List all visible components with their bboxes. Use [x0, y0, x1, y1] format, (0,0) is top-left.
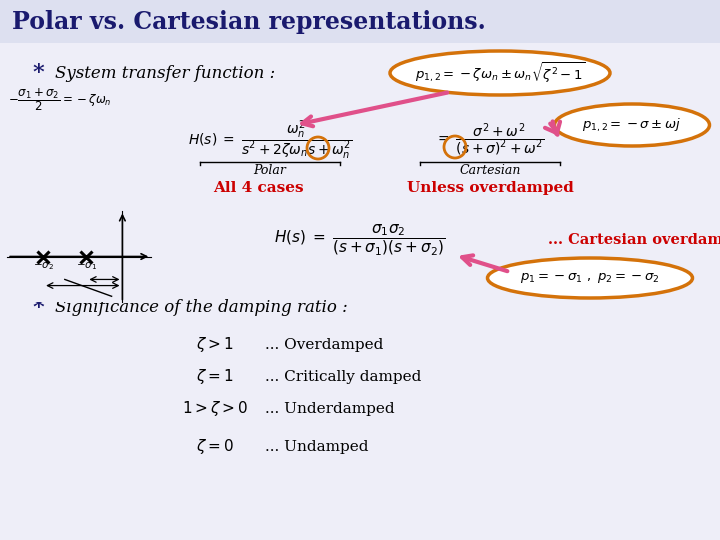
Text: $-\sigma_2$: $-\sigma_2$ — [32, 260, 54, 272]
Text: *: * — [32, 297, 44, 319]
Text: ... Critically damped: ... Critically damped — [265, 370, 421, 384]
Text: $\zeta = 1$: $\zeta = 1$ — [197, 368, 234, 387]
Text: Polar vs. Cartesian representations.: Polar vs. Cartesian representations. — [12, 10, 486, 34]
Text: All 4 cases: All 4 cases — [212, 181, 303, 195]
Text: Significance of the damping ratio :: Significance of the damping ratio : — [55, 300, 348, 316]
Text: Unless overdamped: Unless overdamped — [407, 181, 573, 195]
Text: $-\sigma_1$: $-\sigma_1$ — [76, 260, 97, 272]
Text: $H(s)\;=\;\dfrac{\sigma_1\sigma_2}{(s+\sigma_1)(s+\sigma_2)}$: $H(s)\;=\;\dfrac{\sigma_1\sigma_2}{(s+\s… — [274, 222, 446, 258]
Text: $=\;\dfrac{\sigma^2+\omega^2}{(s+\sigma)^2+\omega^2}$: $=\;\dfrac{\sigma^2+\omega^2}{(s+\sigma)… — [436, 122, 544, 158]
Text: ... Cartesian overdamped: ... Cartesian overdamped — [548, 233, 720, 247]
Text: $1 > \zeta > 0$: $1 > \zeta > 0$ — [182, 400, 248, 419]
Text: *: * — [32, 62, 44, 84]
Text: ... Underdamped: ... Underdamped — [265, 402, 395, 416]
FancyBboxPatch shape — [0, 0, 720, 43]
Text: Cartesian: Cartesian — [459, 165, 521, 178]
Text: $\dfrac{\sigma_2-\sigma_1}{2} = \omega_n\sqrt{\zeta^2-1}$: $\dfrac{\sigma_2-\sigma_1}{2} = \omega_n… — [8, 219, 129, 245]
Text: System transfer function :: System transfer function : — [55, 64, 275, 82]
Ellipse shape — [390, 51, 610, 95]
Text: $p_{1,2} = -\sigma \pm \omega j$: $p_{1,2} = -\sigma \pm \omega j$ — [582, 117, 682, 133]
Text: $p_{1,2} = -\zeta\omega_n \pm \omega_n\sqrt{\zeta^2-1}$: $p_{1,2} = -\zeta\omega_n \pm \omega_n\s… — [415, 61, 585, 85]
Text: ... Undamped: ... Undamped — [265, 440, 369, 454]
Text: $\zeta > 1$: $\zeta > 1$ — [197, 335, 234, 354]
Text: Polar: Polar — [253, 165, 287, 178]
Text: $p_1 = -\sigma_1\ ,\ p_2 = -\sigma_2$: $p_1 = -\sigma_1\ ,\ p_2 = -\sigma_2$ — [520, 271, 660, 285]
Text: $\zeta = 0$: $\zeta = 0$ — [196, 437, 234, 456]
Text: $-\dfrac{\sigma_1+\sigma_2}{2} = -\zeta\omega_n$: $-\dfrac{\sigma_1+\sigma_2}{2} = -\zeta\… — [8, 86, 112, 113]
Ellipse shape — [487, 258, 693, 298]
Text: $H(s)\;=\;\dfrac{\omega_n^2}{s^2+2\zeta\omega_n s+\omega_n^2}$: $H(s)\;=\;\dfrac{\omega_n^2}{s^2+2\zeta\… — [188, 118, 352, 162]
Text: ... Overdamped: ... Overdamped — [265, 338, 383, 352]
Ellipse shape — [554, 104, 709, 146]
